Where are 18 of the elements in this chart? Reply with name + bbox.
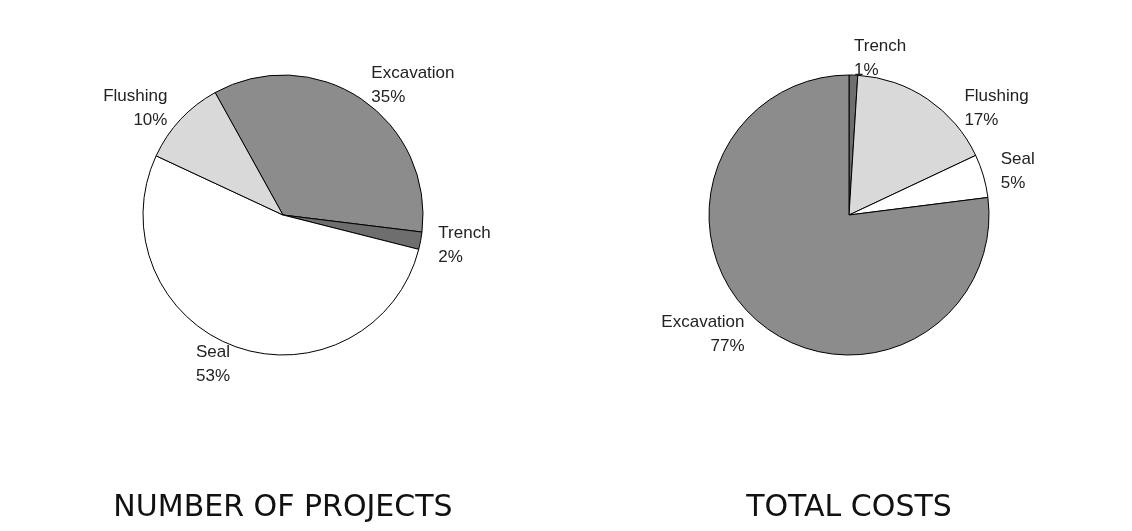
slice-label: Seal: [195, 342, 230, 362]
slice-label: Excavation: [371, 62, 455, 82]
data-label: 2%: [438, 246, 463, 266]
slice-label: Excavation: [661, 312, 745, 332]
data-label: 5%: [1000, 173, 1026, 193]
slice-label: Trench: [438, 222, 491, 242]
data-label: 53%: [195, 366, 230, 386]
slice-label: Flushing: [103, 85, 168, 105]
data-label: 17%: [964, 109, 999, 129]
text: NUMBER OF PROJECTS: [113, 487, 453, 523]
slice-label: Trench: [853, 35, 907, 55]
data-label: 77%: [710, 336, 745, 356]
data-label: 35%: [371, 86, 406, 106]
data-label: 1%: [853, 59, 879, 79]
slice-label: Flushing: [964, 85, 1029, 105]
slice-label: Seal: [1000, 149, 1035, 169]
data-label: 10%: [133, 109, 168, 129]
text: TOTAL COSTS: [745, 487, 952, 523]
